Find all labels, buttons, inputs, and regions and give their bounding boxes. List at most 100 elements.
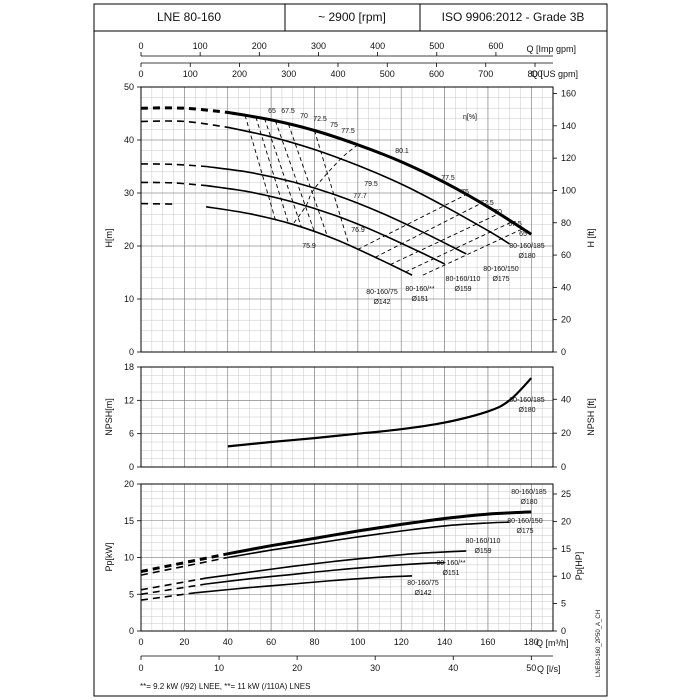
power-left-tick-label: 5 (129, 589, 134, 599)
ls-tick-label: 20 (292, 663, 302, 673)
power-left-tick-label: 15 (124, 516, 134, 526)
efficiency-label: 70 (494, 209, 502, 216)
ls-tick-label: 40 (448, 663, 458, 673)
eff-isoline-left (255, 117, 289, 224)
power-right-tick-label: 10 (561, 571, 571, 581)
head-right-tick-label: 20 (561, 315, 571, 325)
head-right-tick-label: 100 (561, 185, 576, 195)
outer-frame (93, 3, 608, 697)
npsh-ylabel: NPSH[m] (104, 398, 114, 436)
npsh-right-tick-label: 0 (561, 462, 566, 472)
ls-tick-label: 50 (526, 663, 536, 673)
head-curve-3 (205, 184, 445, 265)
power-right-tick-label: 0 (561, 626, 566, 636)
efficiency-label: 76.9 (351, 227, 365, 234)
power-curve-diameter: Ø175 (516, 528, 533, 535)
power-curve-name: 80-160/110 (466, 538, 501, 545)
head-curve-diameter: Ø175 (492, 276, 509, 283)
chart-code: LNE80-160_2P50_A_CH (596, 610, 602, 677)
head-curve-name: 80-160/185 (509, 243, 545, 250)
power-curve-diameter: Ø142 (414, 590, 431, 597)
head-curve-0-dashed (140, 106, 228, 114)
efficiency-label: 70 (300, 113, 308, 120)
power-curve-2-dashed (140, 577, 207, 591)
head-curve-1-dashed (140, 120, 228, 129)
npsh-frame (140, 366, 554, 468)
us-tick-label: 300 (281, 69, 296, 79)
head-curve-diameter: Ø151 (411, 296, 428, 303)
npsh-right-tick-label: 40 (561, 394, 571, 404)
efficiency-label: 67.5 (508, 221, 522, 228)
efficiency-label: 65 (268, 108, 276, 115)
imp-axis-label: Q [Imp gpm] (526, 44, 576, 54)
eff-isoline-left (264, 118, 302, 228)
eff-isoline-right (390, 213, 499, 265)
head-left-tick-label: 10 (124, 294, 134, 304)
x-tick-label: 0 (138, 637, 143, 647)
imp-tick-label: 100 (193, 41, 208, 51)
imp-tick-label: 0 (138, 41, 143, 51)
x-tick-label: 140 (437, 637, 452, 647)
power-curve-3-dashed (140, 583, 207, 596)
efficiency-label: 77.7 (353, 193, 367, 200)
power-curve-diameter: Ø151 (442, 570, 459, 577)
head-left-tick-label: 20 (124, 241, 134, 251)
head-curve-diameter: Ø142 (373, 299, 390, 306)
us-axis-label: Q [US gpm] (531, 69, 578, 79)
power-curve-1 (227, 521, 510, 559)
power-panel: 0 5 10 15 20 0 5 10 15 20 25 Pp[kW] Pp[HP] 80-160/185… (104, 479, 584, 674)
header-model: LNE 80-160 (157, 10, 221, 24)
x-tick-label: 180 (524, 637, 539, 647)
head-left-tick-label: 0 (129, 347, 134, 357)
eff-isoline-left (314, 130, 350, 246)
efficiency-label: 72.5 (480, 200, 494, 207)
power-right-tick-label: 5 (561, 599, 566, 609)
x-axis-label: Q [m³/h] (536, 638, 569, 648)
power-curve-4-dashed (140, 592, 196, 601)
head-right-tick-label: 160 (561, 89, 576, 99)
x-tick-label: 60 (266, 637, 276, 647)
efficiency-label: 67.5 (281, 108, 295, 115)
imp-tick-label: 400 (370, 41, 385, 51)
power-curve-name: 80-160/** (436, 560, 465, 567)
npsh-curve-name: 80-160/185 (509, 397, 545, 404)
head-curve-name: 80-160/75 (366, 289, 398, 296)
power-curve-2 (205, 550, 467, 579)
eff-isoline-bep (292, 144, 359, 225)
head-curve-name: 80-160/150 (483, 266, 519, 273)
head-right-tick-label: 120 (561, 153, 576, 163)
head-right-tick-label: 0 (561, 347, 566, 357)
us-tick-label: 200 (232, 69, 247, 79)
efficiency-label: 75 (461, 189, 469, 196)
imp-tick-label: 200 (252, 41, 267, 51)
power-curve-0 (227, 510, 532, 556)
power-left-tick-label: 0 (129, 626, 134, 636)
npsh-left-tick-label: 18 (124, 362, 134, 372)
x-tick-label: 160 (480, 637, 495, 647)
power-curve-3 (206, 561, 445, 585)
power-ylabel-right: Pp[HP] (574, 552, 584, 581)
head-left-tick-label: 30 (124, 188, 134, 198)
power-curve-4 (195, 575, 413, 594)
power-curve-0-dashed (140, 552, 229, 573)
npsh-ylabel-right: NPSH [ft] (586, 398, 596, 436)
head-curve-name: 80-160/110 (446, 276, 481, 283)
us-tick-label: 0 (138, 69, 143, 79)
us-tick-label: 600 (429, 69, 444, 79)
eff-isoline-right (405, 221, 512, 273)
imp-tick-label: 600 (488, 41, 503, 51)
head-right-tick-label: 40 (561, 282, 571, 292)
us-tick-label: 400 (330, 69, 345, 79)
efficiency-label: 65 (519, 231, 527, 238)
npsh-left-tick-label: 12 (124, 395, 134, 405)
npsh-curve-0 (227, 377, 533, 448)
head-right-tick-label: 80 (561, 218, 571, 228)
eff-isoline-left (275, 120, 315, 233)
power-curve-name: 80-160/75 (407, 580, 439, 587)
head-ylabel-right: H [ft] (586, 228, 596, 247)
efficiency-axis-label: η[%] (463, 114, 477, 121)
power-curve-name: 80-160/185 (511, 489, 547, 496)
efficiency-label: 80.1 (395, 148, 409, 155)
npsh-left-tick-label: 0 (129, 462, 134, 472)
footer-note: **= 9.2 kW (/92) LNEE, **= 11 kW (/110A)… (140, 682, 310, 691)
